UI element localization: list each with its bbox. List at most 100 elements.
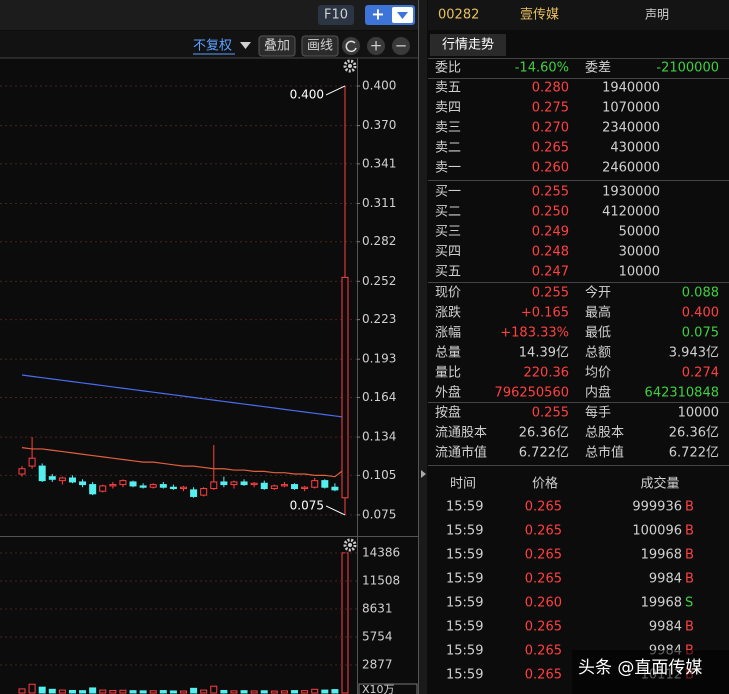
volume-bar [210,685,218,694]
stat-label: 总市值 [585,445,624,461]
trade-time: 15:59 [446,572,483,587]
stat-label: 量比 [435,366,461,381]
y-tick-label: 0.341 [362,156,396,170]
stat-value: 26.36亿 [669,426,719,441]
zoom-out-label[interactable]: − [395,37,408,55]
settings-icon[interactable] [343,538,357,552]
f10-label[interactable]: F10 [324,8,348,23]
splitter-arrow[interactable] [421,470,426,478]
candle-body [79,481,87,486]
y-tick-label: 0.105 [362,468,396,482]
candle-body [270,485,278,490]
book-label: 买五 [435,265,461,280]
zoom-in-label[interactable]: + [370,37,383,55]
tab-label[interactable]: 行情走势 [442,37,494,53]
moving-average [21,447,346,478]
volume-bar [280,690,288,694]
book-price: 0.260 [532,161,569,176]
overlay-label[interactable]: 叠加 [264,39,290,54]
trade-time: 15:59 [446,500,483,515]
volume-bar [68,689,76,694]
candle-body [301,486,309,490]
volume-bar [169,690,177,694]
book-price: 0.280 [532,81,569,96]
notice-link[interactable]: 声明 [645,8,669,22]
candle-body [331,486,339,491]
watermark-bg [572,650,729,694]
y-tick-label: 0.370 [362,118,396,132]
annotation-leader [325,85,346,96]
draw-label[interactable]: 画线 [307,39,333,54]
book-volume: 1940000 [602,81,660,96]
candle-body [38,465,46,482]
book-volume: 1070000 [602,101,660,116]
stat-value: 0.274 [682,366,719,381]
y-tick-label: 0.193 [362,352,396,366]
zoom-in-button[interactable] [367,37,385,55]
stat-value: 220.36 [524,366,570,381]
trade-volume: 19968 [641,548,682,563]
candle-body [210,481,218,490]
volume-bar [180,690,187,694]
trade-price: 0.265 [525,620,562,635]
book-label: 买四 [435,245,461,260]
volume-bar [240,690,248,694]
trade-volume: 19968 [641,596,682,611]
trade-price: 0.260 [525,596,562,611]
candle-body [169,486,177,490]
refresh-button[interactable] [342,37,360,55]
volume-bar [89,687,97,694]
book-price: 0.255 [532,185,569,200]
overlay-button[interactable] [258,35,296,57]
f10-button[interactable] [318,5,354,25]
trade-header: 成交量 [640,476,679,492]
y-tick-label: 0.282 [362,234,396,248]
volume-bar [129,690,137,694]
trade-time: 15:59 [446,644,483,659]
volume-bar [149,690,157,694]
trade-time: 15:59 [446,620,483,635]
stat-label: 现价 [435,286,461,301]
trade-time: 15:59 [446,548,483,563]
volume-bar [38,686,46,694]
stat-label: 按盘 [435,405,461,421]
trade-flag: B [685,572,694,587]
book-volume: 30000 [619,245,660,260]
volume-bar [260,690,268,694]
adjust-arrow[interactable] [240,42,251,49]
zoom-out-button[interactable] [392,37,410,55]
tab[interactable] [430,34,506,56]
trade-price: 0.265 [525,500,562,515]
volume-bar [341,552,349,694]
trade-price: 0.265 [525,668,562,683]
y-tick-label: 0.164 [362,390,396,404]
stat-value: 6.722亿 [519,446,569,461]
splitter[interactable] [419,0,427,694]
draw-button[interactable] [301,35,339,57]
stock-code: 00282 [438,8,479,23]
dropdown-arrow [397,12,408,19]
book-label: 卖一 [435,161,461,176]
quote-header [428,0,729,30]
y-tick-label: 5754 [362,630,393,644]
stat-value: 10000 [678,406,719,421]
trade-flag: B [685,500,694,515]
trade-time: 15:59 [446,596,483,611]
book-volume: 50000 [619,225,660,240]
unit-box [358,683,418,694]
adjust-select[interactable]: 不复权 [193,38,232,54]
book-volume: 430000 [610,141,660,156]
book-label: 买二 [435,205,461,220]
volume-unit: X10万 [362,683,395,694]
add-label[interactable]: + [371,5,384,24]
candle-body [190,489,198,497]
annotation-leader [325,505,346,516]
book-price: 0.248 [532,245,569,260]
settings-icon[interactable] [343,59,357,73]
y-tick-label: 0.134 [362,430,396,444]
candle-body [129,481,137,487]
field-label: 委比 [435,61,461,76]
y-tick-label: 11508 [362,574,400,588]
